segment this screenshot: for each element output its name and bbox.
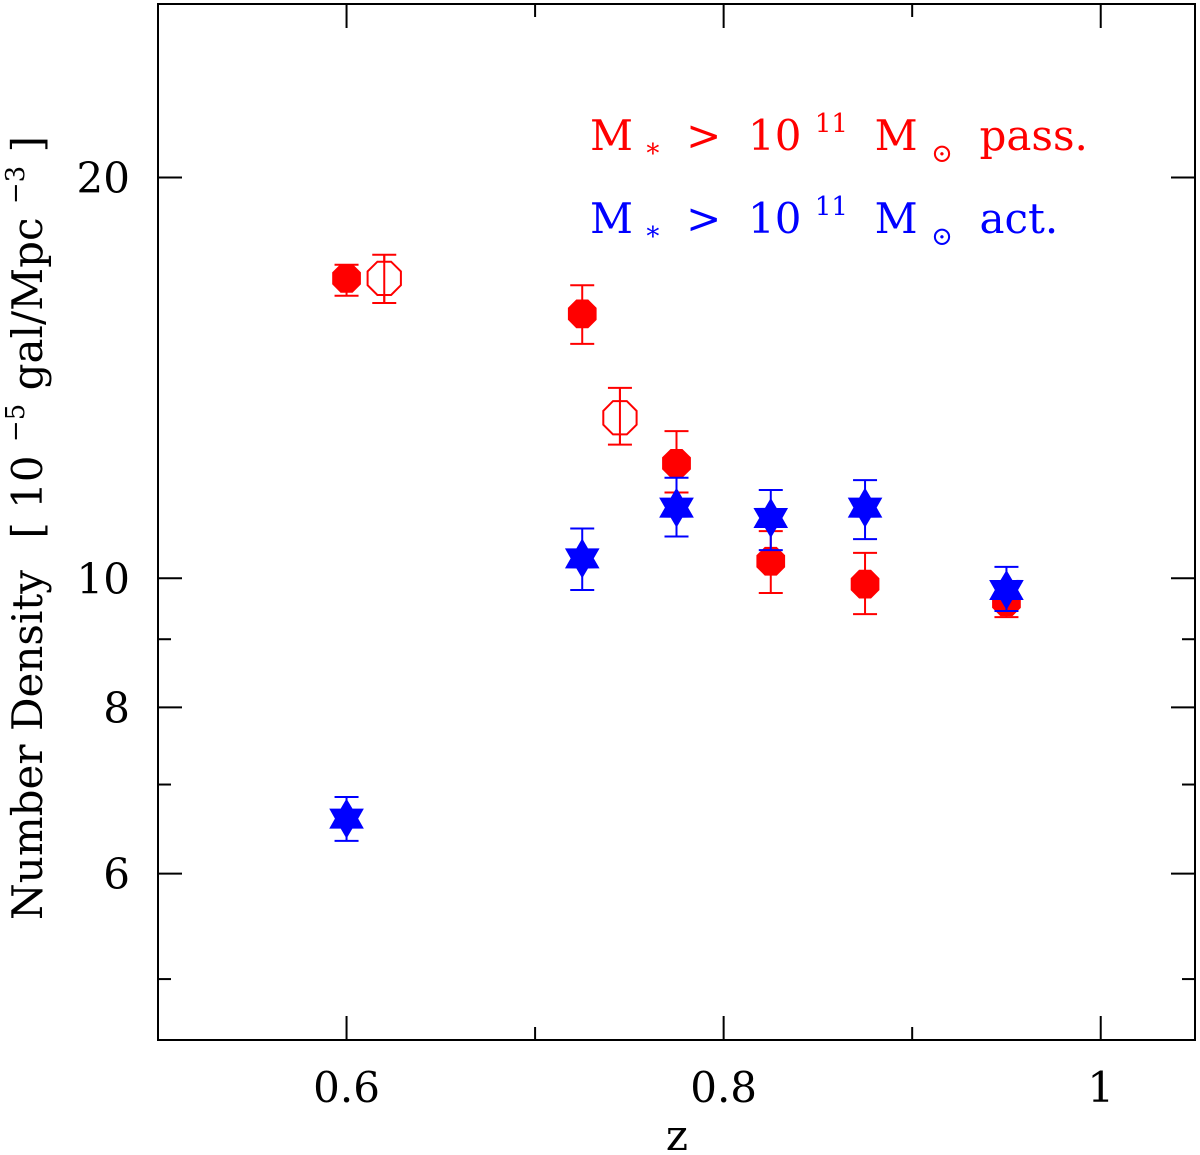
x-tick-label: 0.6 bbox=[313, 1063, 380, 1112]
y-tick-label: 8 bbox=[103, 683, 130, 732]
legend-active-sup: 11 bbox=[815, 192, 848, 222]
y-axis-title-base: 10 bbox=[3, 455, 52, 508]
data-point-filled-circle bbox=[756, 546, 786, 576]
legend-active-unit: M bbox=[861, 194, 917, 243]
legend-passive-rel: > bbox=[673, 111, 735, 160]
legend-passive-symbol: M bbox=[590, 111, 633, 160]
y-axis-title-unit: gal/Mpc bbox=[3, 217, 52, 390]
data-point-star bbox=[753, 498, 789, 538]
legend-passive-sub: * bbox=[646, 139, 659, 169]
axis-ticks bbox=[157, 4, 1195, 1040]
data-point-star bbox=[659, 487, 694, 528]
axis-tick-labels: 0.6 0.8 1 6 8 10 20 bbox=[77, 154, 1115, 1112]
y-tick-label: 6 bbox=[103, 850, 130, 899]
y-axis-title-bracket-close: ] bbox=[3, 136, 52, 152]
x-axis-title: z bbox=[666, 1111, 688, 1155]
y-tick-label: 20 bbox=[77, 154, 130, 203]
legend-active-symbol: M bbox=[590, 194, 633, 243]
plot-border bbox=[157, 3, 1196, 1041]
legend-passive-unit: M bbox=[861, 111, 917, 160]
legend-passive-base: 10 bbox=[748, 111, 801, 160]
x-tick-label: 0.8 bbox=[690, 1063, 757, 1112]
series-open-circle bbox=[366, 253, 638, 446]
y-axis-title: Number Density [ 10 −5 gal/Mpc −3 ] bbox=[0, 136, 52, 920]
plot-frame bbox=[157, 3, 1196, 1041]
y-axis-title-exponent: −5 bbox=[1, 404, 31, 442]
y-axis-title-unit-exponent: −3 bbox=[1, 166, 31, 204]
data-point-filled-circle bbox=[662, 449, 691, 478]
legend: M * > 10 11 M ⊙ pass. M * > 10 11 M ⊙ ac… bbox=[590, 93, 1088, 255]
legend-active-tag: act. bbox=[966, 194, 1058, 243]
legend-active-sub: * bbox=[646, 222, 659, 252]
legend-active-sun: ⊙ bbox=[931, 222, 953, 252]
y-axis-title-bracket-open: [ bbox=[3, 522, 52, 538]
legend-passive-sup: 11 bbox=[815, 109, 848, 139]
data-point-filled-circle bbox=[850, 569, 880, 599]
legend-active-rel: > bbox=[673, 194, 735, 243]
legend-passive-tag: pass. bbox=[966, 111, 1088, 160]
series-star bbox=[329, 476, 1024, 842]
legend-entry-passive: M * > 10 11 M ⊙ pass. bbox=[590, 93, 1088, 172]
data-point-star bbox=[564, 538, 600, 579]
data-point-filled-circle bbox=[567, 299, 597, 329]
data-marks bbox=[329, 253, 1024, 842]
data-point-filled-circle bbox=[332, 264, 361, 293]
legend-active-base: 10 bbox=[748, 194, 801, 243]
x-tick-label: 1 bbox=[1087, 1063, 1114, 1112]
data-point-star bbox=[329, 798, 364, 839]
y-axis-title-main: Number Density bbox=[3, 570, 52, 920]
y-tick-label: 10 bbox=[77, 554, 130, 603]
data-point-star bbox=[989, 570, 1024, 610]
data-point-star bbox=[847, 487, 883, 528]
legend-passive-sun: ⊙ bbox=[931, 139, 953, 169]
series-filled-circle bbox=[332, 263, 1021, 619]
legend-entry-active: M * > 10 11 M ⊙ act. bbox=[590, 176, 1058, 255]
